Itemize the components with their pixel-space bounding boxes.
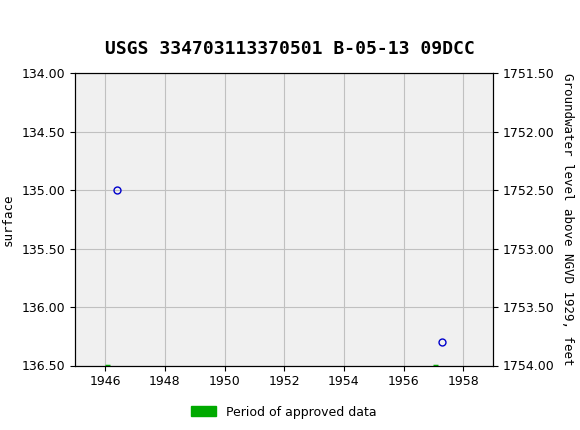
Legend: Period of approved data: Period of approved data	[186, 401, 382, 424]
Y-axis label: Depth to water level, feet below land
surface: Depth to water level, feet below land su…	[0, 80, 15, 358]
Text: USGS 334703113370501 B-05-13 09DCC: USGS 334703113370501 B-05-13 09DCC	[105, 40, 475, 58]
Y-axis label: Groundwater level above NGVD 1929, feet: Groundwater level above NGVD 1929, feet	[561, 73, 574, 366]
Text: ≡USGS: ≡USGS	[12, 8, 88, 27]
